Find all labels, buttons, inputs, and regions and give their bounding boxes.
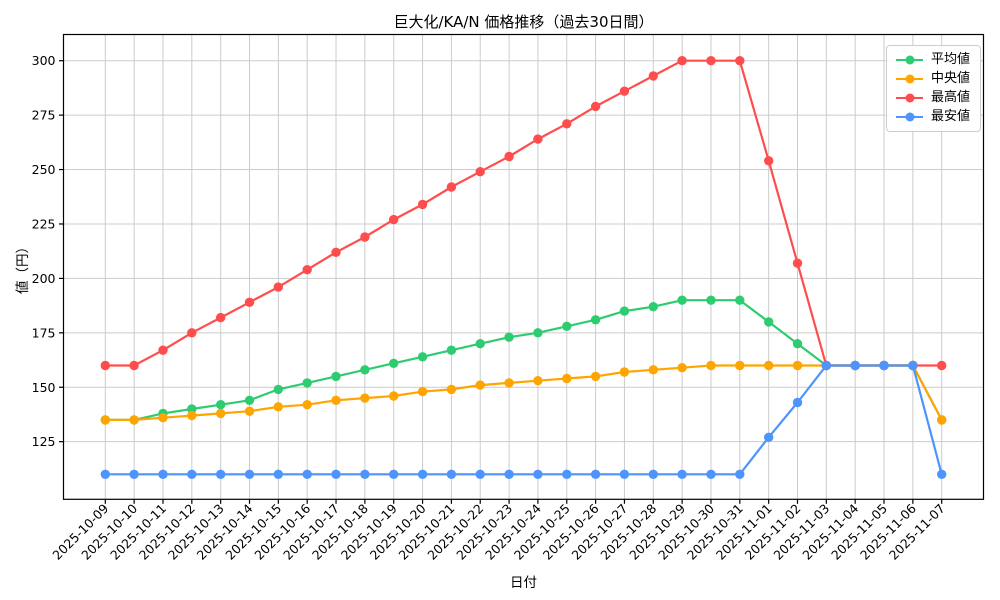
svg-text:275: 275 [32,108,56,123]
svg-text:250: 250 [32,162,56,177]
legend-item-median: 中央値 [896,71,970,87]
svg-text:125: 125 [32,434,56,449]
legend-label-average: 平均値 [931,52,971,67]
legend-item-min: 最安値 [896,109,970,125]
x-axis-label: 日付 [510,575,537,591]
svg-text:175: 175 [32,325,56,340]
legend-marker-max-icon [896,93,923,103]
legend-item-max: 最高値 [896,90,970,106]
legend-marker-average-icon [896,55,923,65]
legend: 平均値 中央値 最高値 最安値 [886,45,982,132]
svg-text:300: 300 [32,53,56,68]
legend-item-average: 平均値 [896,52,970,68]
svg-text:200: 200 [32,271,56,286]
svg-text:225: 225 [32,217,56,232]
svg-text:150: 150 [32,380,56,395]
legend-label-max: 最高値 [931,90,971,105]
legend-marker-median-icon [896,74,923,84]
legend-label-min: 最安値 [931,109,971,124]
legend-marker-min-icon [896,112,923,122]
legend-label-median: 中央値 [931,71,971,86]
chart-title: 巨大化/KA/N 価格推移（過去30日間） [393,13,654,31]
